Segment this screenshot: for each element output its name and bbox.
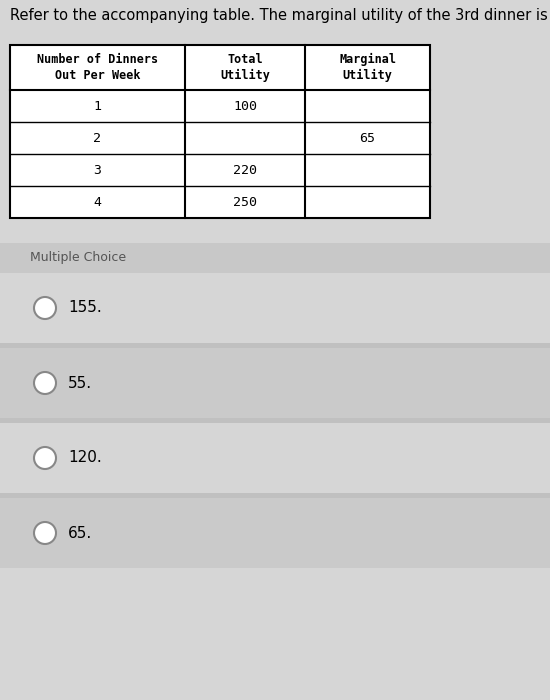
Text: Marginal
Utility: Marginal Utility [339, 53, 396, 82]
Bar [0, 243, 550, 273]
Text: 220: 220 [233, 164, 257, 176]
Text: 2: 2 [94, 132, 102, 144]
Text: 155.: 155. [68, 300, 102, 316]
Text: 4: 4 [94, 195, 102, 209]
Text: 100: 100 [233, 99, 257, 113]
Text: 55.: 55. [68, 375, 92, 391]
Text: Refer to the accompanying table. The marginal utility of the 3rd dinner is: Refer to the accompanying table. The mar… [10, 8, 548, 23]
Text: 3: 3 [94, 164, 102, 176]
Circle shape [34, 372, 56, 394]
Circle shape [34, 297, 56, 319]
Bar [0, 493, 550, 498]
Text: Multiple Choice: Multiple Choice [30, 251, 126, 265]
Bar [0, 423, 550, 493]
Text: 250: 250 [233, 195, 257, 209]
Text: 65.: 65. [68, 526, 92, 540]
Circle shape [34, 447, 56, 469]
Bar [10, 45, 430, 218]
Bar [0, 348, 550, 418]
Bar [0, 498, 550, 568]
Text: 1: 1 [94, 99, 102, 113]
Text: 120.: 120. [68, 451, 102, 466]
Bar [0, 418, 550, 423]
Bar [0, 343, 550, 348]
Text: 65: 65 [360, 132, 376, 144]
Bar [0, 273, 550, 343]
Text: Number of Dinners
Out Per Week: Number of Dinners Out Per Week [37, 53, 158, 82]
Text: Total
Utility: Total Utility [220, 53, 270, 82]
Circle shape [34, 522, 56, 544]
